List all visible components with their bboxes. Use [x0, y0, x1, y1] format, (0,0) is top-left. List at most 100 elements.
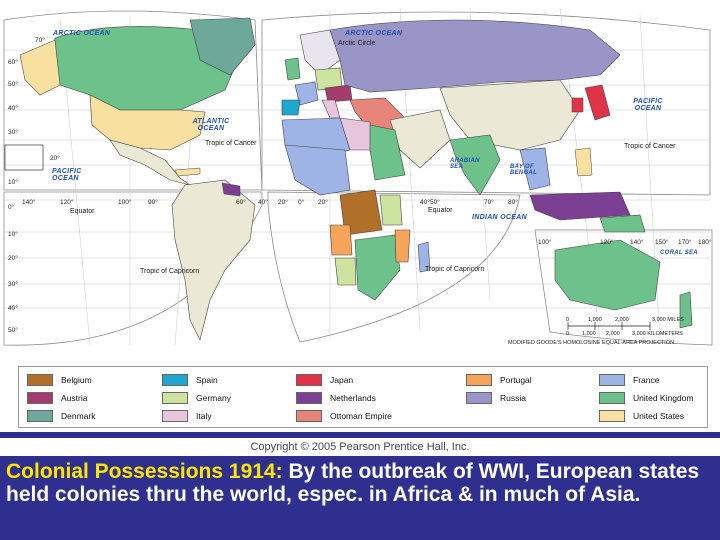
united-kingdom-isles	[284, 57, 301, 81]
lon-label-120e: 120°	[600, 239, 614, 246]
united-states	[89, 94, 206, 151]
legend-item-united-kingdom: United Kingdom	[599, 391, 693, 405]
coral-sea-label: CORAL SEA	[660, 250, 698, 256]
lon-label-180: 180°	[698, 239, 712, 246]
arctic-circle-label: Arctic Circle	[338, 40, 376, 47]
lon-label-90w: 90°	[148, 199, 158, 206]
spain	[281, 99, 301, 116]
legend-swatch-spain	[162, 374, 188, 386]
tropic-of-capricorn-right-label: Tropic of Capricorn	[425, 266, 485, 273]
pacific-ocean-left-label: PACIFIC OCEAN	[52, 168, 82, 182]
legend-label-netherlands: Netherlands	[330, 393, 376, 403]
legend-item-netherlands: Netherlands	[296, 391, 376, 405]
german-southwest-africa	[334, 257, 357, 286]
legend-item-germany: Germany	[162, 391, 231, 405]
france	[294, 81, 319, 106]
caption-lead: Colonial Possessions 1914:	[6, 460, 283, 483]
lat-label-10s: 10°	[8, 231, 18, 238]
legend-swatch-united-states	[599, 410, 625, 422]
legend-swatch-portugal	[466, 374, 492, 386]
tropic-of-capricorn-left-label: Tropic of Capricorn	[140, 268, 200, 275]
southern-africa-uk	[354, 234, 401, 301]
world-map: ARCTIC OCEAN ARCTIC OCEAN ATLANTIC OCEAN…	[3, 7, 713, 428]
legend-swatch-ottoman-empire	[296, 410, 322, 422]
legend-swatch-russia	[466, 392, 492, 404]
legend-swatch-belgium	[27, 374, 53, 386]
lat-label-60: 60°	[8, 59, 18, 66]
scale-km-0: 0	[566, 331, 570, 337]
lon-label-140w: 140°	[22, 199, 36, 206]
legend-label-germany: Germany	[196, 393, 231, 403]
lon-label-150e: 150°	[655, 239, 669, 246]
lon-label-40w: 40°	[258, 199, 268, 206]
angola-portugal	[329, 224, 353, 256]
scale-km-3000: 3,000 KILOMETERS	[632, 331, 683, 337]
russia	[329, 19, 621, 93]
tropic-of-cancer-left-label: Tropic of Cancer	[205, 140, 257, 147]
legend-label-united-kingdom: United Kingdom	[633, 393, 694, 403]
legend: Belgium Spain Japan Portugal France Aust…	[18, 366, 708, 428]
legend-label-russia: Russia	[500, 393, 526, 403]
legend-item-portugal: Portugal	[466, 373, 532, 387]
legend-swatch-france	[599, 374, 625, 386]
egypt-sudan-uk	[369, 124, 406, 181]
lat-label-30s: 30°	[8, 281, 18, 288]
lat-label-40: 40°	[8, 105, 18, 112]
austria	[324, 84, 353, 103]
lat-label-20: 20°	[50, 155, 60, 162]
lon-label-70e: 70°	[484, 199, 494, 206]
tropic-of-cancer-right-label: Tropic of Cancer	[624, 143, 676, 150]
legend-swatch-austria	[27, 392, 53, 404]
bay-of-bengal-label: BAY OF BENGAL	[510, 164, 538, 176]
legend-swatch-germany	[162, 392, 188, 404]
guianas	[221, 182, 241, 197]
legend-label-ottoman-empire: Ottoman Empire	[330, 411, 392, 421]
legend-item-ottoman-empire: Ottoman Empire	[296, 409, 392, 423]
lon-label-140e: 140°	[630, 239, 644, 246]
atlantic-ocean-label: ATLANTIC OCEAN	[192, 118, 230, 132]
legend-item-belgium: Belgium	[27, 373, 92, 387]
caption-text: Colonial Possessions 1914: By the outbre…	[6, 460, 716, 506]
lon-label-80e: 80°	[508, 199, 518, 206]
legend-item-france: France	[599, 373, 659, 387]
caption-body: By the outbreak of WWI, European states …	[6, 460, 700, 506]
lon-label-60w: 60°	[236, 199, 246, 206]
indian-ocean-label: INDIAN OCEAN	[472, 214, 527, 221]
legend-item-italy: Italy	[162, 409, 212, 423]
equator-left-label: Equator	[70, 208, 95, 215]
scandinavia	[299, 29, 341, 76]
greenland	[189, 17, 256, 76]
legend-item-spain: Spain	[162, 373, 218, 387]
lat-label-50: 50°	[8, 81, 18, 88]
lon-label-20w: 20°	[278, 199, 288, 206]
alaska	[19, 39, 61, 96]
equator-right-label: Equator	[428, 207, 453, 214]
legend-swatch-italy	[162, 410, 188, 422]
philippines	[574, 147, 593, 177]
scale-miles-2000: 2,000	[615, 317, 629, 323]
german-east-africa	[379, 194, 403, 226]
legend-item-japan: Japan	[296, 373, 353, 387]
pacific-ocean-right-label: PACIFIC OCEAN	[633, 98, 663, 112]
cuba-region	[174, 167, 201, 177]
legend-label-italy: Italy	[196, 411, 212, 421]
legend-label-denmark: Denmark	[61, 411, 96, 421]
legend-label-portugal: Portugal	[500, 375, 532, 385]
scale-miles-0: 0	[566, 317, 570, 323]
legend-item-austria: Austria	[27, 391, 87, 405]
scale-miles-3000: 3,000 MILES	[652, 317, 684, 323]
lat-label-20s: 20°	[8, 255, 18, 262]
legend-label-france: France	[633, 375, 660, 385]
scale-miles-1000: 1,000	[588, 317, 602, 323]
madagascar-france	[417, 241, 431, 273]
hawaii-inset	[4, 144, 44, 171]
lon-label-20e: 20°	[318, 199, 328, 206]
lat-label-30: 30°	[8, 129, 18, 136]
legend-item-united-states: United States	[599, 409, 684, 423]
copyright-notice: Copyright © 2005 Pearson Prentice Hall, …	[0, 438, 720, 456]
legend-swatch-denmark	[27, 410, 53, 422]
dutch-east-indies	[529, 191, 631, 221]
arabian-sea-label: ARABIAN SEA	[450, 158, 480, 170]
lon-label-50e: 50°	[430, 199, 440, 206]
map-graphic	[3, 7, 713, 346]
